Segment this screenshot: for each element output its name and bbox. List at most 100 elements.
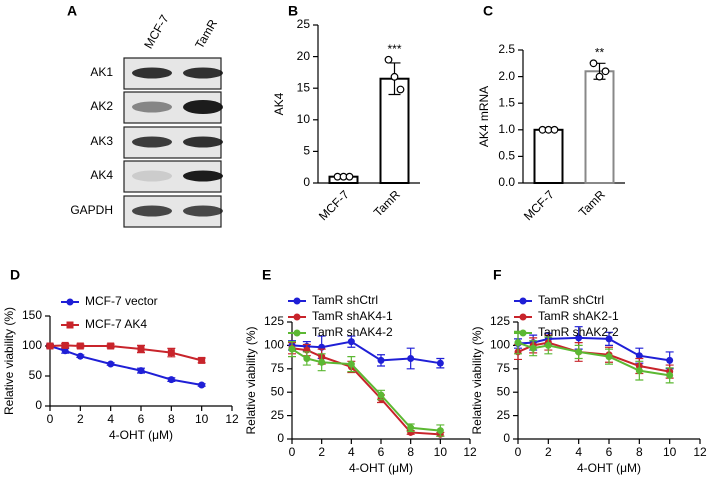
legend-label: TamR shAK2-1	[538, 309, 619, 323]
marker	[666, 371, 674, 379]
legend-label: TamR shAK4-2	[312, 325, 393, 339]
marker	[288, 345, 296, 353]
y-tick-label: 15	[297, 80, 311, 94]
x-tick-label: MCF-7	[521, 187, 557, 223]
bar	[533, 128, 564, 185]
y-tick-label: 0.5	[498, 149, 515, 163]
band	[132, 205, 172, 217]
y-tick-label: 50	[271, 384, 285, 398]
x-tick-label: 0	[47, 412, 54, 426]
x-tick-label: 8	[407, 445, 414, 459]
y-tick-label: 10	[297, 112, 311, 126]
legend-marker	[293, 329, 301, 337]
column-label: TamR	[192, 17, 220, 51]
y-tick-label: 100	[264, 338, 284, 352]
marker	[303, 355, 311, 363]
y-tick-label: 100	[490, 338, 510, 352]
data-point	[595, 72, 604, 81]
x-tick-label: 8	[168, 412, 175, 426]
y-tick-label: 0	[303, 175, 310, 189]
band	[132, 170, 172, 182]
y-tick-label: 75	[271, 361, 285, 375]
x-tick-label: MCF-7	[316, 187, 352, 223]
panel-label: F	[493, 267, 502, 283]
panel-label: A	[67, 3, 77, 19]
y-tick-label: 2.0	[498, 69, 515, 83]
y-tick-label: 150	[22, 308, 42, 322]
x-tick-label: 4	[348, 445, 355, 459]
y-tick-label: 25	[297, 17, 311, 31]
x-tick-label: 2	[318, 445, 325, 459]
bar	[584, 70, 615, 184]
y-tick-label: 2.5	[498, 42, 515, 56]
band	[183, 136, 223, 148]
legend-label: TamR shAK2-2	[538, 325, 619, 339]
x-tick-label: 12	[463, 445, 477, 459]
marker	[575, 334, 583, 342]
marker	[635, 367, 643, 375]
marker	[347, 338, 355, 346]
y-tick-label: 0	[503, 431, 510, 445]
band	[183, 100, 223, 114]
x-tick-label: 2	[77, 412, 84, 426]
band	[132, 67, 172, 79]
marker	[436, 427, 444, 435]
y-tick-label: 75	[497, 361, 511, 375]
series-line	[517, 341, 670, 377]
column-label: MCF-7	[141, 12, 172, 51]
band	[183, 170, 223, 182]
marker	[198, 356, 206, 364]
marker	[436, 359, 444, 367]
y-tick-label: 0	[35, 398, 42, 412]
y-tick-label: 25	[271, 408, 285, 422]
y-axis-label: Relative viability (%)	[470, 326, 484, 434]
y-tick-label: 100	[22, 338, 42, 352]
y-tick-label: 5	[303, 144, 310, 158]
marker	[377, 356, 385, 364]
legend-marker	[519, 329, 527, 337]
marker	[407, 355, 415, 363]
data-point	[396, 85, 405, 94]
y-axis-label: AK4 mRNA	[477, 86, 491, 147]
marker	[137, 367, 145, 375]
y-tick-label: 20	[297, 49, 311, 63]
row-label: AK3	[90, 134, 113, 148]
marker	[666, 356, 674, 364]
marker	[318, 358, 326, 366]
x-tick-label: 6	[606, 445, 613, 459]
series-line	[517, 336, 670, 362]
legend-marker	[66, 321, 74, 329]
row-label: AK4	[90, 168, 113, 182]
marker	[407, 424, 415, 432]
marker	[635, 352, 643, 360]
row-label: AK1	[90, 65, 113, 79]
x-tick-label: 4	[107, 412, 114, 426]
marker	[575, 348, 583, 356]
x-tick-label: TamR	[576, 187, 608, 219]
marker	[347, 360, 355, 368]
legend-marker	[293, 297, 301, 305]
y-axis-label: AK4	[272, 92, 286, 115]
band	[132, 136, 172, 148]
marker	[605, 353, 613, 361]
series-line	[291, 348, 441, 432]
panel-label: D	[10, 267, 20, 283]
x-tick-label: 12	[693, 445, 707, 459]
marker	[137, 345, 145, 353]
data-point	[390, 72, 399, 81]
x-tick-label: 0	[515, 445, 522, 459]
row-label: AK2	[90, 99, 113, 113]
legend-label: TamR shCtrl	[538, 293, 604, 307]
marker	[514, 339, 522, 347]
significance: **	[595, 45, 605, 59]
band	[183, 205, 223, 217]
panel-label: E	[262, 267, 271, 283]
y-tick-label: 1.5	[498, 95, 515, 109]
x-tick-label: 0	[289, 445, 296, 459]
y-axis-label: Relative viability (%)	[2, 307, 16, 415]
marker	[529, 344, 537, 352]
marker	[61, 341, 69, 349]
legend-label: MCF-7 AK4	[85, 317, 147, 331]
x-tick-label: TamR	[371, 187, 403, 219]
